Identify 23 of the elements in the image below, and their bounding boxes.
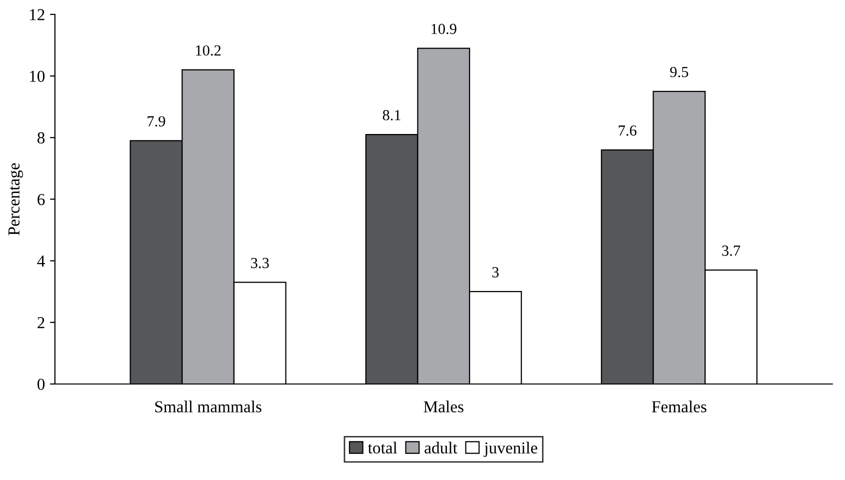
data-label: 3.3	[251, 258, 269, 268]
data-label: 7.6	[618, 125, 636, 136]
y-tick-label: 2	[38, 317, 44, 328]
data-label: 3	[492, 267, 499, 278]
legend-label: adult	[424, 442, 458, 454]
data-label: 10.2	[196, 45, 221, 56]
y-axis-title: Percentage	[8, 163, 23, 236]
y-tick-label: 4	[37, 256, 45, 267]
legend-label: total	[368, 442, 398, 454]
y-tick-label: 0	[38, 378, 45, 390]
x-tick-label: Small mammals	[155, 400, 262, 412]
y-tick-label: 10	[30, 70, 45, 82]
data-label: 9.5	[670, 66, 688, 78]
y-tick-label: 8	[38, 132, 45, 144]
data-label: 8.1	[382, 110, 400, 120]
y-tick-label: 12	[30, 9, 44, 20]
legend-label: juvenile	[484, 442, 538, 457]
y-tick-label: 6	[38, 194, 45, 206]
x-tick-label: Females	[652, 400, 706, 412]
x-tick-label: Males	[424, 400, 464, 412]
data-label: 3.7	[722, 246, 740, 256]
data-label: 10.9	[432, 24, 456, 34]
data-label: 7.9	[148, 116, 166, 127]
